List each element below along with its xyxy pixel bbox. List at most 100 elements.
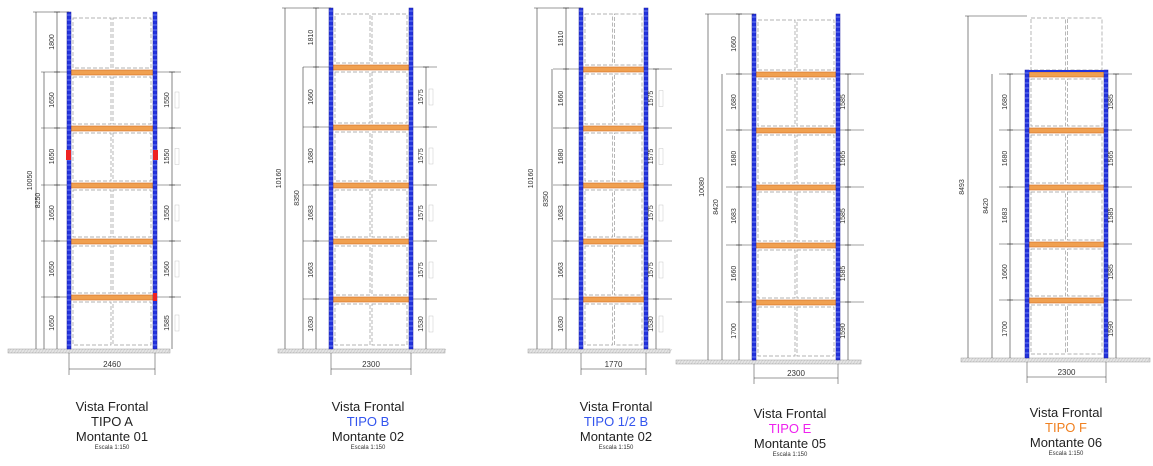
right-clearance-label: 1565 — [1108, 151, 1115, 167]
beam — [1027, 128, 1106, 133]
elevation-tipo-half-b: 1016083501810166016801683166316301575157… — [528, 8, 672, 375]
left-level-dim-label: 1660 — [731, 36, 738, 52]
right-clearance-dims: 15851565158515851590 — [1108, 74, 1119, 358]
right-clearance-dims: 15851565158515851590 — [840, 74, 851, 360]
left-level-dim-label: 1680 — [558, 149, 565, 165]
caption-montante: Montante 05 — [720, 436, 860, 451]
pallet-load — [73, 77, 111, 124]
right-clearance-label: 1565 — [840, 151, 847, 167]
clearance-note-box — [429, 148, 433, 164]
caption-tipo-half-b: Vista Frontal TIPO 1/2 B Montante 02 Escala… — [546, 399, 686, 453]
left-level-dim-label: 1800 — [49, 34, 56, 50]
beam — [1027, 242, 1106, 247]
caption-montante: Montante 02 — [546, 429, 686, 444]
caption-title: Vista Frontal — [720, 406, 860, 421]
pallet-load — [585, 304, 613, 345]
beam — [331, 297, 411, 302]
pallet-load — [615, 246, 643, 295]
left-level-dim-label: 1650 — [49, 92, 56, 108]
left-level-dim-label: 1700 — [1002, 321, 1009, 337]
left-level-dim-label: 1680 — [1002, 151, 1009, 167]
pallet-load — [758, 250, 795, 298]
beam — [331, 183, 411, 188]
caption-scale: Escala 1:150 — [546, 444, 686, 453]
beam — [331, 239, 411, 244]
right-clearance-label: 1585 — [164, 315, 171, 331]
left-level-dim-label: 1660 — [1002, 264, 1009, 280]
beam — [581, 297, 646, 302]
left-level-dim-label: 1700 — [731, 323, 738, 339]
beam — [581, 183, 646, 188]
caption-montante: Montante 02 — [298, 429, 438, 444]
left-level-dim-label: 1630 — [308, 316, 315, 332]
caption-scale: Escala 1:150 — [720, 451, 860, 460]
width-label: 2300 — [1058, 368, 1076, 377]
caption-title: Vista Frontal — [298, 399, 438, 414]
left-level-dim-label: 1663 — [558, 262, 565, 278]
beam — [754, 72, 838, 77]
left-level-dim-label: 1683 — [731, 208, 738, 224]
right-clearance-label: 1575 — [418, 262, 425, 278]
beam — [331, 125, 411, 130]
pallet-load — [615, 74, 643, 124]
left-level-dim-label: 1680 — [308, 148, 315, 164]
pallet-load — [335, 190, 370, 237]
pallet-load — [113, 77, 151, 124]
pallet-load — [615, 304, 643, 345]
right-clearance-label: 1590 — [1108, 321, 1115, 337]
red-marker — [153, 293, 157, 301]
ground-line — [676, 360, 862, 364]
red-marker — [66, 150, 71, 160]
elevation-tipo-b: 1016083501810166016801683166316301575157… — [276, 8, 446, 375]
pallet-load — [372, 304, 407, 345]
left-level-dim-label: 1663 — [308, 262, 315, 278]
total-height-label: 10160 — [528, 169, 535, 189]
ground-line — [278, 349, 446, 353]
clearance-note-box — [175, 205, 179, 221]
beam — [754, 128, 838, 133]
clearance-note-box — [429, 89, 433, 105]
pallet-load — [335, 72, 370, 123]
left-level-dim-label: 1650 — [49, 315, 56, 331]
pallet-load — [73, 246, 111, 293]
left-upright — [329, 8, 333, 349]
pallet-load — [797, 192, 834, 241]
total-height-label: 10160 — [276, 169, 283, 189]
pallet-load — [1031, 135, 1066, 183]
pallet-load — [372, 246, 407, 295]
right-clearance-label: 1585 — [1108, 94, 1115, 110]
clearance-note-box — [175, 92, 179, 108]
ground-line — [961, 358, 1150, 362]
elevation-tipo-e: 1008084201660168016801683166017001585156… — [676, 14, 864, 384]
right-clearance-label: 1575 — [648, 149, 655, 165]
pallet-load — [113, 302, 151, 345]
beam-height-label: 8420 — [983, 198, 990, 214]
pallet-load — [335, 246, 370, 295]
pallet-load — [797, 250, 834, 298]
left-upright — [67, 12, 71, 349]
width-label: 2300 — [362, 360, 380, 369]
pallet-load — [113, 18, 151, 68]
pallet-load — [797, 135, 834, 183]
pallet-load — [758, 307, 795, 356]
right-upright — [644, 8, 648, 349]
elevation-tipo-f: 8493842016801680168316601700158515651585… — [959, 16, 1150, 383]
beam-height-label: 8350 — [543, 191, 550, 207]
beam — [69, 126, 155, 131]
caption-tipo: TIPO B — [298, 414, 438, 429]
beam — [581, 239, 646, 244]
caption-tipo-b: Vista Frontal TIPO B Montante 02 Escala 1:1… — [298, 399, 438, 453]
pallet-load — [1068, 135, 1103, 183]
total-height-label: 10050 — [27, 171, 34, 191]
elevation-tipo-a: 1005082501800165016501650165016501550155… — [8, 12, 181, 375]
pallet-load — [1068, 18, 1103, 70]
total-height-label: 8493 — [959, 179, 966, 195]
left-upright — [579, 8, 583, 349]
left-level-dims: 181016601680168316631630 — [308, 8, 319, 349]
left-level-dim-label: 1683 — [558, 205, 565, 221]
ground-line — [528, 349, 672, 353]
pallet-load — [585, 190, 613, 237]
beam — [69, 295, 155, 300]
right-clearance-label: 1575 — [418, 205, 425, 221]
clearance-note-box — [429, 316, 433, 332]
